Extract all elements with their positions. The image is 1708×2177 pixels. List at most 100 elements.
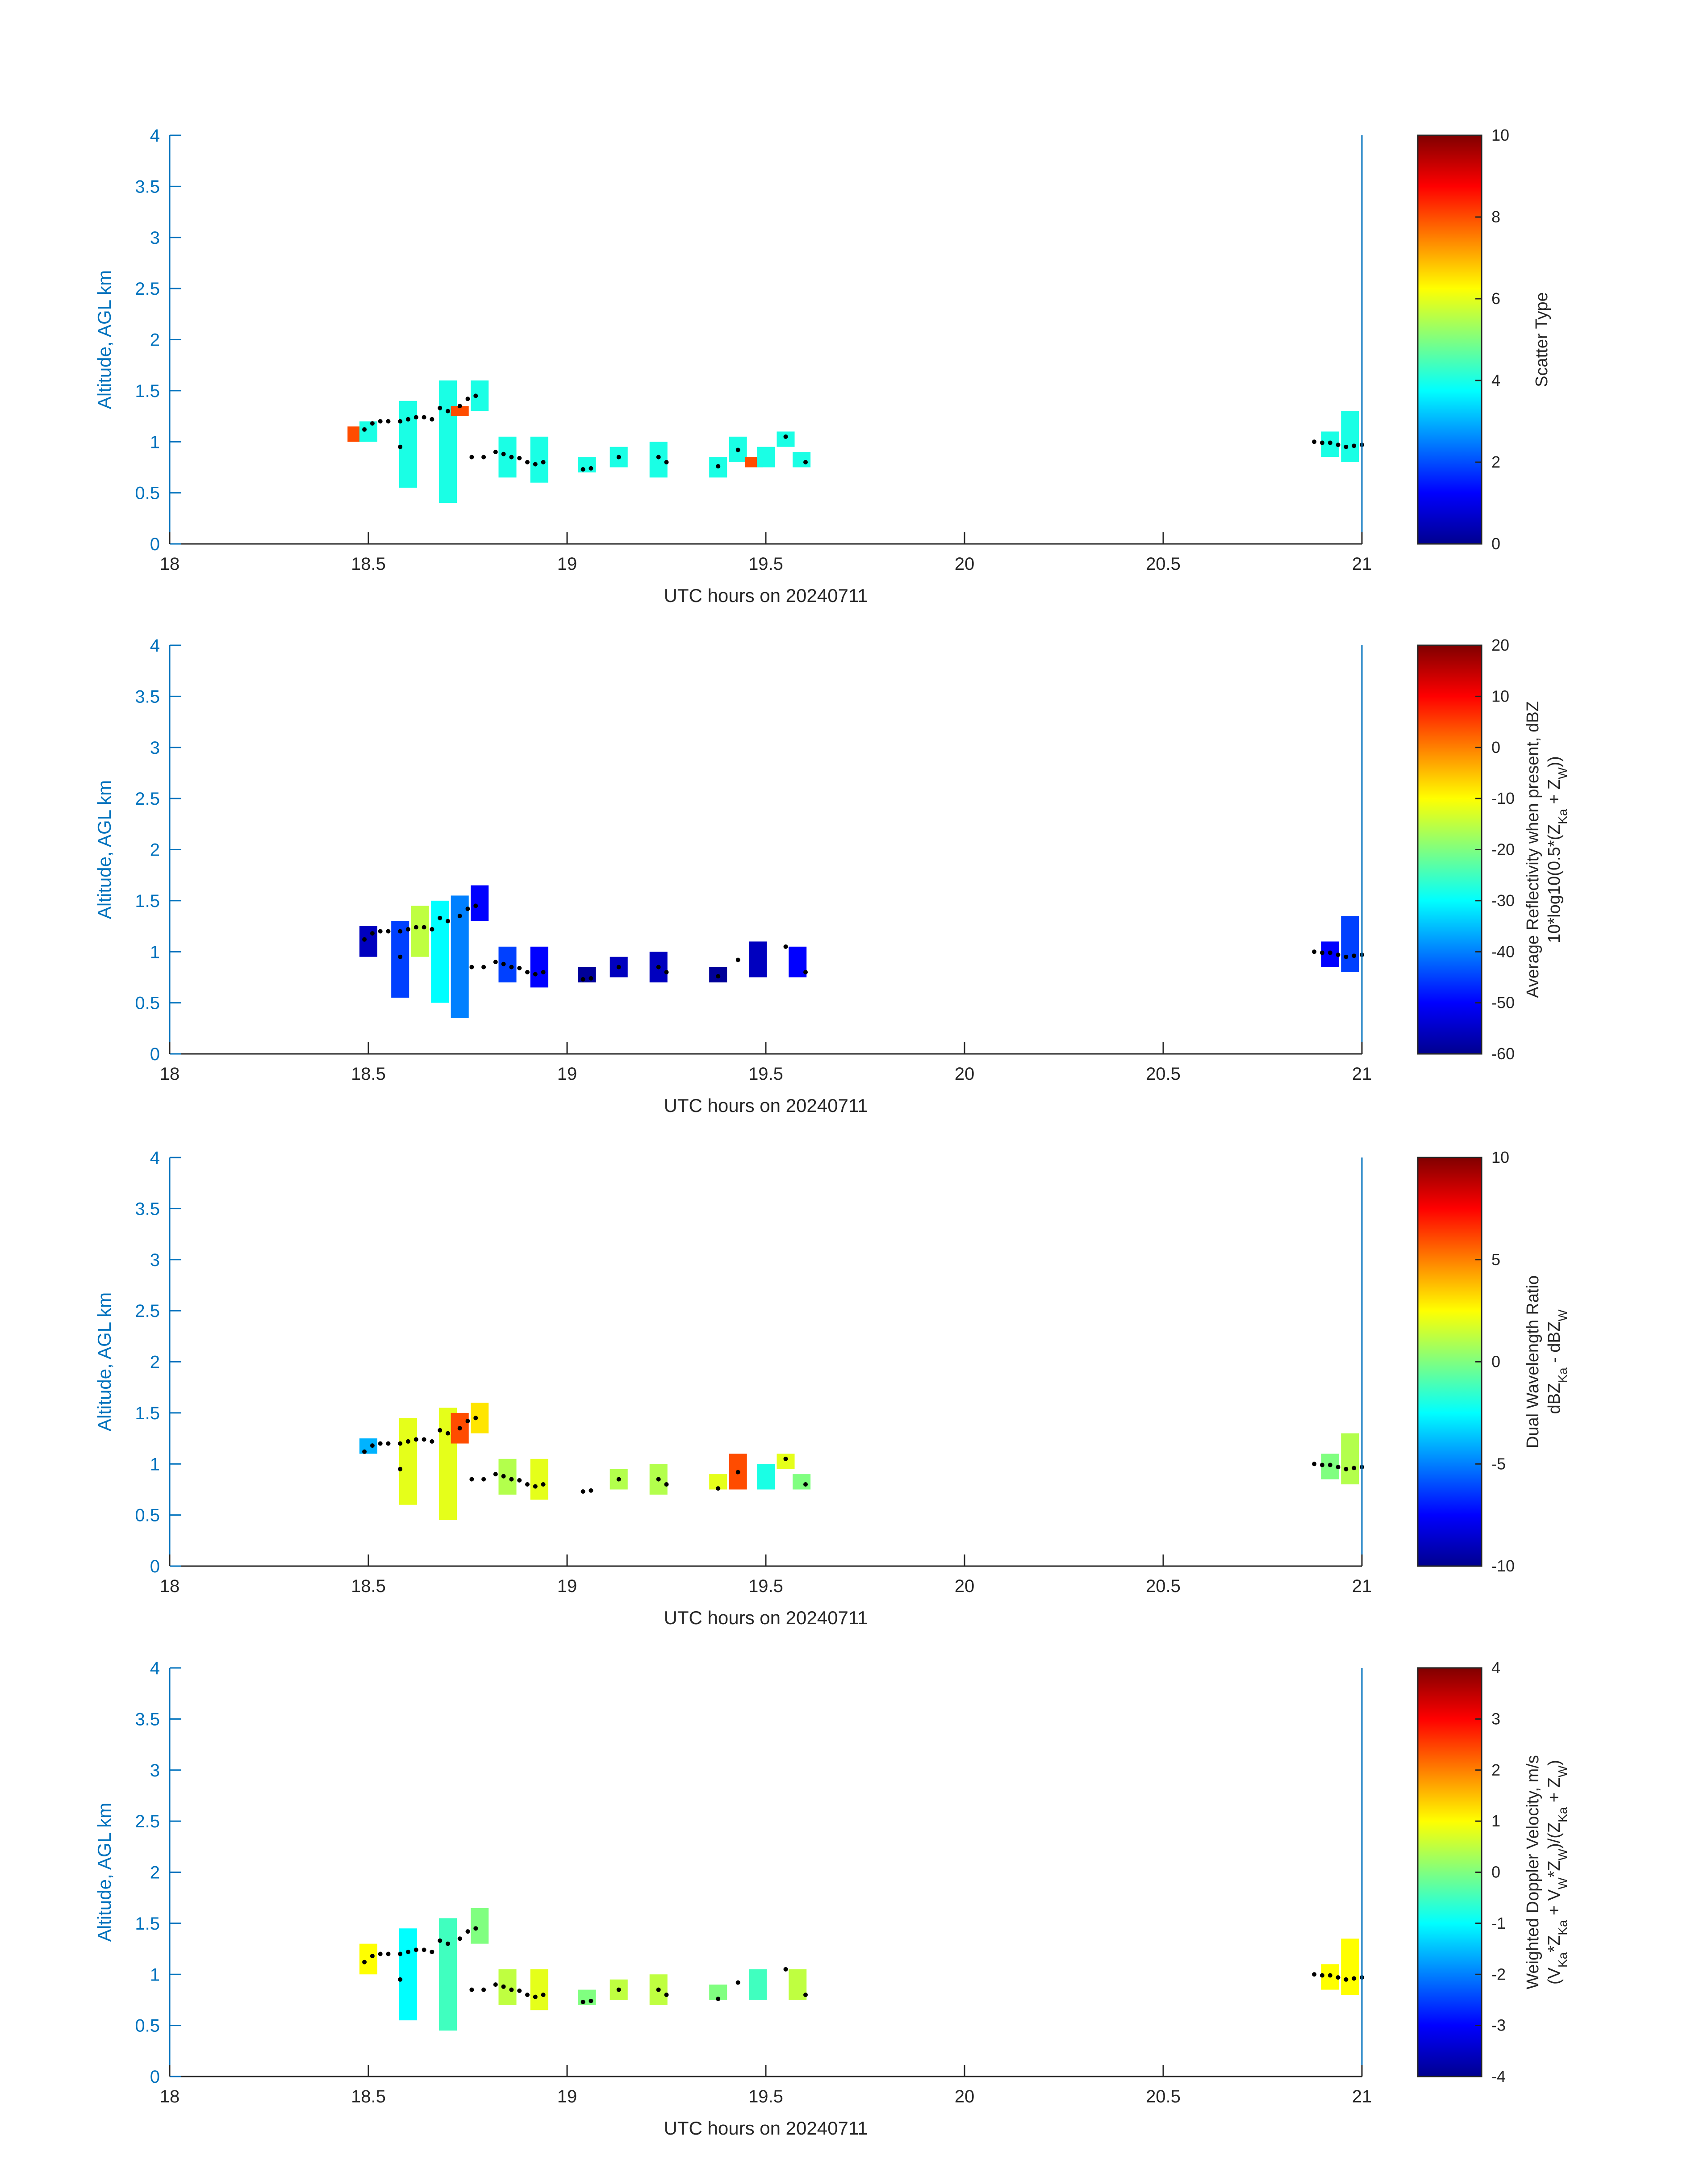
y-tick-label: 2	[150, 840, 160, 860]
x-tick-label: 18	[160, 1064, 180, 1084]
overlay-point	[580, 977, 585, 982]
overlay-point	[1352, 1976, 1357, 1981]
overlay-point	[783, 1456, 788, 1461]
heatmap-cell	[578, 967, 596, 982]
heatmap-cell	[399, 1418, 418, 1505]
colorbar-tick-label: -10	[1491, 789, 1515, 807]
overlay-point	[509, 1987, 514, 1992]
colorbar: -10 -5 0 5 10 Dual Wavelength Ratio dBZKa - dB…	[1417, 1148, 1570, 1575]
heatmap-cell	[399, 1928, 418, 2021]
x-axis-label: UTC hours on 20240711	[664, 585, 868, 606]
x-tick-label: 20.5	[1146, 554, 1181, 574]
overlay-point	[457, 1936, 462, 1941]
overlay-point	[457, 404, 462, 409]
overlay-point	[517, 1988, 522, 1993]
overlay-point	[656, 965, 661, 969]
heatmap-cell	[498, 946, 517, 982]
colorbar-tick-label: 4	[1491, 371, 1500, 389]
x-axis-label: UTC hours on 20240711	[664, 2118, 868, 2139]
overlay-point	[406, 927, 410, 932]
y-tick-label: 4	[150, 636, 160, 656]
y-tick-label: 0	[150, 1045, 160, 1064]
heatmap-cells	[359, 1908, 1359, 2031]
y-tick-label: 1	[150, 1965, 160, 1985]
overlay-point	[616, 1987, 621, 1992]
x-tick-label: 20.5	[1146, 2087, 1181, 2106]
overlay-point	[1320, 950, 1324, 955]
overlay-point	[501, 1474, 506, 1479]
overlay-point	[580, 467, 585, 472]
colorbar-label: Scatter Type	[1533, 292, 1551, 387]
overlay-point	[1352, 1466, 1357, 1471]
overlay-point	[589, 466, 593, 471]
overlay-point	[1312, 1972, 1317, 1977]
colorbar-tick-label: 0	[1491, 1863, 1500, 1881]
colorbar-tick-label: 10	[1491, 687, 1509, 705]
heatmap-cell	[793, 452, 811, 468]
overlay-point	[493, 960, 498, 965]
heatmap-cell	[777, 431, 795, 447]
x-axis-label: UTC hours on 20240711	[664, 1607, 868, 1628]
overlay-point	[378, 929, 383, 934]
heatmap-cell	[649, 442, 668, 478]
heatmap-cell	[359, 1943, 378, 1975]
y-tick-label: 3	[150, 1761, 160, 1780]
overlay-point	[398, 929, 403, 934]
overlay-point	[1344, 954, 1349, 959]
colorbar-tick-label: 5	[1491, 1250, 1500, 1269]
y-tick-label: 1	[150, 942, 160, 962]
overlay-point	[386, 1441, 391, 1446]
heatmap-cell	[498, 1969, 517, 2005]
heatmap-cell	[359, 421, 378, 442]
overlay-point	[1320, 1462, 1324, 1467]
heatmap-cell	[451, 406, 469, 417]
y-tick-label: 2.5	[135, 1812, 160, 1831]
heatmap-cells	[359, 885, 1359, 1018]
colorbar-tick-label: 2	[1491, 453, 1500, 471]
overlay-point	[541, 1482, 546, 1487]
colorbar-tick-label: -40	[1491, 942, 1515, 961]
y-tick-label: 2	[150, 1353, 160, 1372]
overlay-point	[533, 1484, 538, 1489]
x-tick-label: 18	[160, 1576, 180, 1596]
overlay-point	[422, 1947, 426, 1952]
overlay-point	[616, 965, 621, 969]
colorbar-label: dBZKa - dBZW	[1545, 1309, 1570, 1414]
overlay-point	[580, 1489, 585, 1494]
y-tick-label: 1.5	[135, 381, 160, 401]
overlay-point	[1344, 1467, 1349, 1471]
y-tick-label: 3.5	[135, 1709, 160, 1729]
y-tick-label: 1.5	[135, 891, 160, 911]
y-axis-label: Altitude, AGL km	[94, 1292, 115, 1431]
heatmap-cell	[471, 1908, 489, 1944]
heatmap-cells	[359, 1403, 1359, 1521]
heatmap-cell	[438, 1918, 457, 2031]
cloud-base-dots	[362, 903, 1364, 982]
heatmap-cell	[391, 921, 409, 998]
y-tick-label: 2	[150, 330, 160, 350]
overlay-point	[398, 1467, 403, 1471]
x-tick-label: 18	[160, 2087, 180, 2106]
overlay-point	[465, 1929, 470, 1934]
colorbar-gradient	[1417, 134, 1482, 545]
x-tick-label: 19	[557, 1064, 577, 1084]
overlay-point	[430, 927, 434, 932]
y-tick-label: 0.5	[135, 484, 160, 503]
heatmap-cell	[530, 1969, 548, 2010]
overlay-point	[473, 903, 478, 908]
overlay-point	[501, 1984, 506, 1989]
overlay-point	[1336, 953, 1341, 957]
heatmap-cell	[471, 1403, 489, 1433]
y-tick-label: 2.5	[135, 1301, 160, 1321]
colorbar-gradient	[1417, 644, 1482, 1055]
overlay-point	[481, 1477, 486, 1482]
overlay-point	[469, 1477, 474, 1482]
colorbar-label: 10*log10(0.5*(ZKa + ZW))	[1545, 756, 1570, 943]
overlay-point	[370, 1954, 375, 1959]
overlay-point	[1336, 443, 1341, 447]
overlay-point	[481, 455, 486, 460]
overlay-point	[438, 405, 443, 410]
y-tick-label: 3	[150, 1250, 160, 1270]
heatmap-cell	[530, 1458, 548, 1500]
